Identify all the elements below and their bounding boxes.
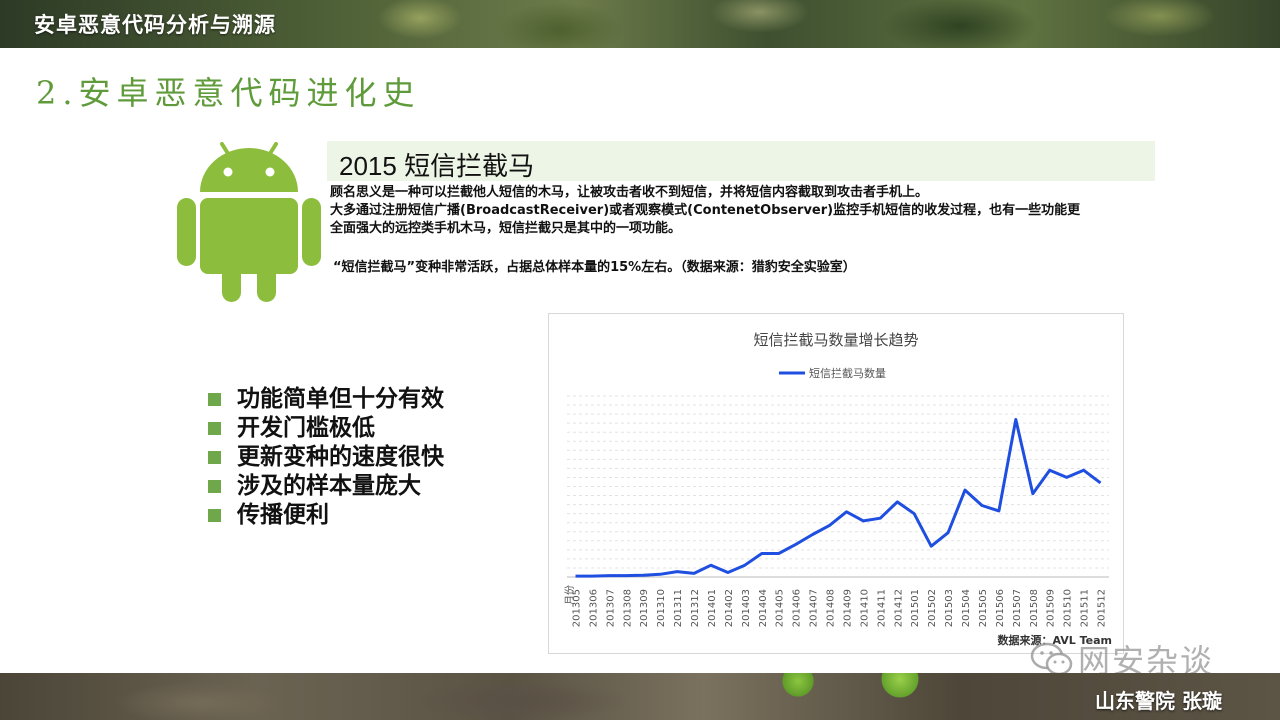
bullet-square-icon bbox=[208, 393, 221, 406]
x-tick-label: 201508 bbox=[1029, 589, 1040, 627]
feature-label: 涉及的样本量庞大 bbox=[237, 473, 421, 499]
x-tick-label: 201404 bbox=[758, 589, 769, 627]
chart-frame: 短信拦截马数量增长趋势短信拦截马数量 201305 201306 201307 2013… bbox=[548, 313, 1124, 654]
description-line: 顾名思义是一种可以拦截他人短信的木马，让被攻击者收不到短信，并将短信内容截取到攻… bbox=[330, 185, 929, 200]
author-credit: 山东警院 张璇 bbox=[1095, 689, 1222, 713]
description: 顾名思义是一种可以拦截他人短信的木马，让被攻击者收不到短信，并将短信内容截取到攻… bbox=[330, 184, 1150, 238]
bullet-square-icon bbox=[208, 480, 221, 493]
stat-note: “短信拦截马”变种非常活跃，占据总体样本量的15%左右。（数据来源：猎豹安全实验… bbox=[333, 260, 856, 275]
x-tick-label: 201502 bbox=[927, 589, 938, 627]
x-tick-label: 201505 bbox=[978, 589, 989, 627]
deck-title: 安卓恶意代码分析与溯源 bbox=[34, 13, 276, 37]
feature-item: 更新变种的速度很快 bbox=[208, 443, 444, 472]
x-tick-label: 201411 bbox=[876, 589, 887, 627]
x-tick-label: 201309 bbox=[639, 589, 650, 627]
x-tick-label: 201312 bbox=[690, 589, 701, 627]
heading-text: 2015 短信拦截马 bbox=[339, 151, 535, 181]
top-banner: 安卓恶意代码分析与溯源 bbox=[0, 0, 1280, 48]
x-tick-label: 201310 bbox=[656, 589, 667, 627]
x-tick-label: 201306 bbox=[588, 589, 599, 627]
x-tick-label: 201305 bbox=[571, 589, 582, 627]
x-tick-label: 201510 bbox=[1063, 589, 1074, 627]
feature-item: 传播便利 bbox=[208, 501, 444, 530]
description-line: 大多通过注册短信广播(BroadcastReceiver)或者观察模式(Cont… bbox=[330, 203, 1081, 218]
bullet-square-icon bbox=[208, 451, 221, 464]
x-tick-label: 201401 bbox=[707, 589, 718, 627]
x-tick-label: 201509 bbox=[1046, 589, 1057, 627]
series-line bbox=[575, 418, 1102, 578]
feature-list: 功能简单但十分有效 开发门槛极低 更新变种的速度很快 涉及的样本量庞大 传播便利 bbox=[208, 385, 444, 530]
x-tick-label: 201308 bbox=[622, 589, 633, 627]
feature-label: 传播便利 bbox=[237, 502, 329, 528]
x-tick-label: 201406 bbox=[792, 589, 803, 627]
x-tick-label: 201307 bbox=[605, 589, 616, 627]
x-tick-label: 201410 bbox=[859, 589, 870, 627]
x-tick-label: 201407 bbox=[809, 589, 820, 627]
x-tick-label: 201501 bbox=[910, 589, 921, 627]
feature-item: 功能简单但十分有效 bbox=[208, 385, 444, 414]
feature-item: 涉及的样本量庞大 bbox=[208, 472, 444, 501]
chart-title: 短信拦截马数量增长趋势 bbox=[753, 331, 918, 349]
chart-source-label: 数据来源：AVL Team bbox=[997, 633, 1112, 647]
x-tick-label: 201403 bbox=[741, 589, 752, 627]
heading-box: 2015 短信拦截马 bbox=[327, 141, 1155, 181]
x-tick-label: 201511 bbox=[1080, 589, 1091, 627]
feature-label: 开发门槛极低 bbox=[237, 415, 375, 441]
x-tick-label: 201504 bbox=[961, 589, 972, 627]
x-tick-label: 201412 bbox=[893, 589, 904, 627]
x-tick-label: 201405 bbox=[775, 589, 786, 627]
x-tick-label: 201512 bbox=[1097, 589, 1108, 627]
legend-label: 短信拦截马数量 bbox=[809, 366, 886, 380]
wechat-icon bbox=[1030, 642, 1073, 676]
description-line: 全面强大的远控类手机木马，短信拦截只是其中的一项功能。 bbox=[330, 221, 682, 236]
x-axis-label: 月份 bbox=[564, 585, 576, 605]
section-title: 2.安卓恶意代码进化史 bbox=[36, 74, 421, 112]
feature-label: 更新变种的速度很快 bbox=[237, 444, 444, 470]
bullet-square-icon bbox=[208, 422, 221, 435]
x-tick-label: 201507 bbox=[1012, 589, 1023, 627]
x-tick-label: 201409 bbox=[842, 589, 853, 627]
x-tick-label: 201311 bbox=[673, 589, 684, 627]
x-tick-label: 201402 bbox=[724, 589, 735, 627]
feature-label: 功能简单但十分有效 bbox=[237, 386, 444, 412]
x-tick-label: 201408 bbox=[826, 589, 837, 627]
bottom-banner: 山东警院 张璇 bbox=[0, 673, 1280, 720]
x-tick-label: 201506 bbox=[995, 589, 1006, 627]
android-logo-icon bbox=[177, 142, 321, 302]
x-tick-label: 201503 bbox=[944, 589, 955, 627]
feature-item: 开发门槛极低 bbox=[208, 414, 444, 443]
bullet-square-icon bbox=[208, 509, 221, 522]
